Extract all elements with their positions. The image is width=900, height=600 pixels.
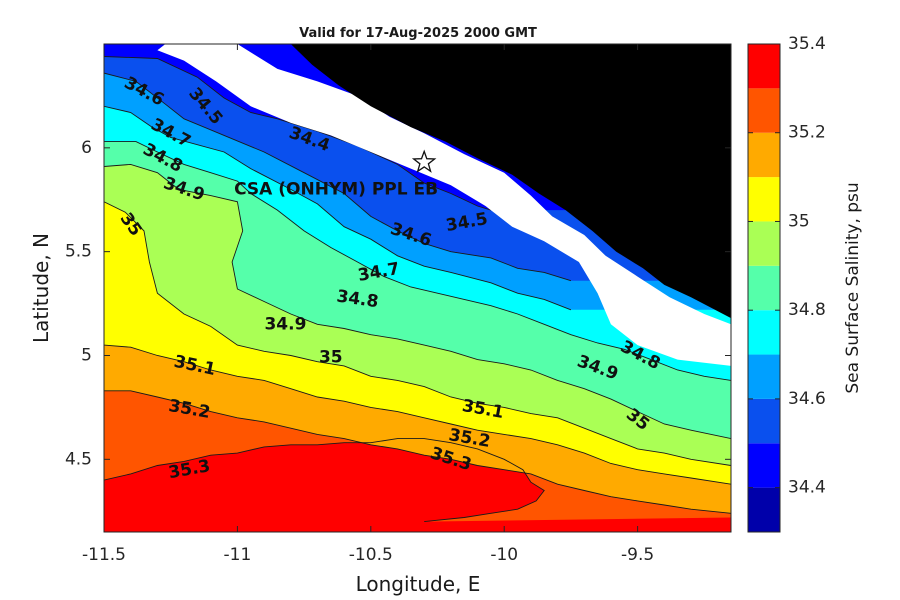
colorbar-tick-label: 34.8	[788, 300, 826, 320]
colorbar-swatch	[748, 487, 780, 532]
colorbar-tick-label: 34.6	[788, 389, 826, 409]
contour-label: 34.9	[264, 314, 306, 334]
land-mass	[157, 44, 731, 366]
x-axis-ticks: -11.5 -11 -10.5 -10 -9.5	[82, 44, 654, 565]
y-tick-label: 5	[81, 345, 92, 365]
x-tick-label: -10.5	[349, 545, 393, 565]
colorbar-tick-label: 35	[788, 211, 810, 231]
colorbar-tick-label: 34.4	[788, 478, 826, 498]
x-tick-label: -11	[224, 545, 252, 565]
contour-line-34.9	[104, 163, 731, 440]
contour-line-35.3	[104, 438, 545, 523]
contour-line-35.1	[104, 344, 731, 485]
colorbar-tick-label: 35.2	[788, 123, 826, 143]
colorbar-swatch	[748, 132, 780, 178]
contour-label: 35	[319, 348, 343, 368]
y-tick-label: 5.5	[65, 242, 92, 262]
annotations: CSA (ONHYM) PPL EB	[234, 149, 438, 199]
colorbar-swatch	[748, 354, 780, 399]
colorbar-label: Sea Surface Salinity, psu	[843, 182, 863, 393]
land-area	[290, 44, 731, 319]
site-star-marker	[411, 149, 437, 173]
contour-line-35.2	[104, 390, 731, 514]
contour-line-34.7	[104, 105, 572, 311]
chart-title: Valid for 17-Aug-2025 2000 GMT	[299, 26, 537, 41]
colorbar-swatch	[748, 443, 780, 488]
colorbar-swatch	[748, 265, 780, 311]
x-tick-label: -11.5	[82, 545, 126, 565]
colorbar: 34.4 34.6 34.8 35 35.2 35.4	[747, 34, 826, 533]
colorbar-tick-label: 35.4	[788, 34, 826, 54]
colorbar-swatch	[748, 221, 780, 266]
plot-area: 34.6 34.534.734.834.434.935 34.6 34.534.734…	[104, 44, 731, 532]
colorbar-swatch	[748, 177, 780, 222]
site-label: CSA (ONHYM) PPL EB	[234, 179, 438, 199]
y-tick-label: 4.5	[65, 449, 92, 469]
contour-line-34.8	[104, 141, 731, 381]
colorbar-swatch	[748, 44, 780, 89]
colorbar-swatch	[748, 398, 780, 444]
y-axis-label: Latitude, N	[29, 233, 53, 343]
y-tick-label: 6	[81, 138, 92, 158]
contour-line-35	[104, 201, 731, 466]
colorbar-frame	[747, 43, 781, 533]
y-axis-ticks: 4.5 5 5.5 6	[65, 138, 731, 469]
x-tick-label: -9.5	[621, 545, 654, 565]
colorbar-swatch	[748, 310, 780, 355]
colorbar-swatch	[748, 88, 780, 133]
nodata-coastal-strip	[157, 44, 731, 366]
contour-line-34.6	[104, 72, 572, 282]
x-tick-label: -10	[490, 545, 518, 565]
x-axis-label: Longitude, E	[356, 572, 481, 596]
plot-frame	[103, 43, 732, 533]
